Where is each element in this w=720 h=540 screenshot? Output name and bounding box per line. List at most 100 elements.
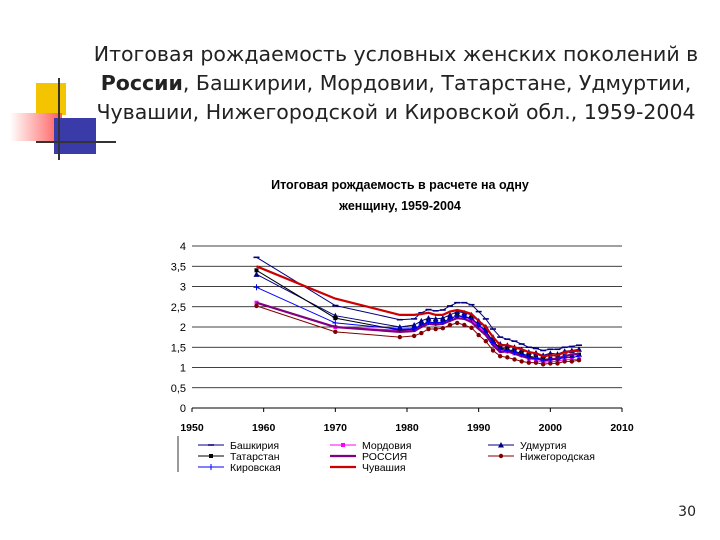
fertility-line-chart: Итоговая рождаемость в расчете на одну ж… [171, 178, 634, 474]
marker-plus [439, 319, 446, 326]
marker-plus [504, 347, 511, 354]
marker-circle [540, 362, 546, 367]
marker-plus [411, 325, 418, 332]
series-line [256, 265, 580, 358]
chart-axes: 0 0,5 1 1,5 2 2,5 3 3,5 4 1950 1960 1970 1980 1990 200… [171, 241, 634, 434]
marker-plus [518, 351, 525, 358]
deco-yellow-square [36, 83, 66, 115]
legend-item-Башкирия: Башкирия [198, 440, 279, 452]
marker-plus [208, 464, 214, 470]
marker-plus [475, 321, 482, 328]
legend-label: Татарстан [230, 451, 280, 463]
title-line-2: , Башкирии, Мордовии, Татарстане, Удмурт… [182, 71, 692, 95]
x-tick-label: 1970 [324, 422, 348, 434]
marker-triangle [439, 315, 446, 321]
marker-square [341, 443, 345, 447]
series-Башкирия [253, 256, 582, 352]
marker-circle [576, 358, 582, 363]
marker-plus [547, 356, 554, 363]
legend-item-Нижегородская: Нижегородская [488, 451, 595, 463]
marker-circle [433, 326, 438, 332]
x-tick-label: 1990 [467, 422, 491, 434]
marker-circle [526, 360, 532, 365]
marker-circle [505, 355, 510, 360]
marker-plus [418, 321, 425, 328]
chart-title-line-1: Итоговая рождаемость в расчете на одну [271, 178, 529, 192]
marker-circle [447, 322, 453, 328]
title-bold-russia: России [100, 71, 183, 95]
marker-plus [396, 326, 403, 333]
marker-circle [454, 320, 460, 326]
marker-plus [497, 346, 504, 353]
marker-plus [425, 319, 432, 326]
marker-triangle [498, 442, 504, 448]
marker-circle [397, 334, 403, 340]
legend-label: Башкирия [230, 440, 279, 452]
legend-item-Мордовия: Мордовия [330, 440, 411, 452]
x-tick-label: 1980 [395, 422, 419, 434]
marker-plus [468, 315, 475, 322]
marker-circle [562, 359, 567, 364]
marker-circle [519, 359, 524, 364]
legend-label: Мордовия [362, 440, 411, 452]
legend-label: Кировская [230, 462, 281, 474]
legend-label: Чувашия [362, 462, 406, 474]
series-Мордовия [254, 300, 581, 365]
chart-legend: Башкирия Мордовия Удмуртия Татарстан РОССИЯ Н… [177, 436, 595, 474]
x-tick-label: 1960 [252, 422, 276, 434]
marker-plus [490, 339, 496, 346]
y-tick-label: 1,5 [171, 342, 186, 354]
slide-title: Итоговая рождаемость условных женских по… [82, 40, 710, 127]
marker-circle [512, 357, 517, 362]
y-tick-label: 0,5 [171, 383, 186, 395]
y-tick-label: 3,5 [171, 261, 186, 273]
marker-plus [554, 356, 561, 363]
legend-label: Нижегородская [520, 451, 595, 463]
marker-circle [483, 338, 489, 344]
series-Кировская [253, 284, 582, 364]
chart-grid [192, 245, 622, 389]
marker-circle [555, 361, 560, 366]
y-tick-label: 4 [180, 241, 186, 253]
marker-circle [411, 333, 417, 339]
marker-plus [432, 319, 439, 326]
marker-circle [440, 326, 446, 331]
series-Нижегородская [254, 303, 582, 367]
series-line [256, 286, 580, 361]
marker-plus [525, 354, 532, 361]
marker-circle [254, 303, 259, 309]
marker-triangle [253, 271, 260, 277]
marker-triangle [432, 315, 439, 322]
marker-plus [568, 354, 575, 361]
marker-square [333, 316, 338, 321]
y-tick-label: 2 [180, 322, 186, 334]
chart-series-layer [253, 256, 582, 367]
marker-plus [253, 284, 260, 291]
x-tick-label: 2000 [539, 422, 563, 434]
marker-triangle [447, 311, 453, 318]
marker-plus [332, 319, 339, 326]
marker-circle [462, 322, 467, 328]
chart-title-line-2: женщину, 1959-2004 [338, 199, 461, 213]
legend-label: Удмуртия [520, 440, 566, 452]
marker-plus [576, 353, 582, 360]
title-line-3: Чувашии, Нижегородской и Кировской обл.,… [96, 100, 696, 124]
marker-circle [569, 359, 575, 364]
marker-circle [419, 330, 424, 336]
deco-blue-square [54, 118, 96, 154]
marker-plus [533, 355, 539, 362]
marker-square [209, 454, 213, 458]
marker-circle [469, 325, 474, 331]
marker-plus [461, 313, 468, 320]
y-tick-label: 2,5 [171, 302, 186, 314]
legend-item-Чувашия: Чувашия [330, 462, 406, 474]
marker-triangle [411, 321, 418, 328]
marker-plus [454, 312, 461, 319]
legend-item-Кировская: Кировская [198, 462, 281, 474]
page-number: 30 [678, 504, 696, 520]
marker-plus [447, 315, 453, 322]
series-Чувашия [256, 265, 580, 358]
marker-circle [497, 353, 503, 359]
marker-circle [476, 332, 481, 338]
y-tick-label: 3 [180, 282, 186, 294]
